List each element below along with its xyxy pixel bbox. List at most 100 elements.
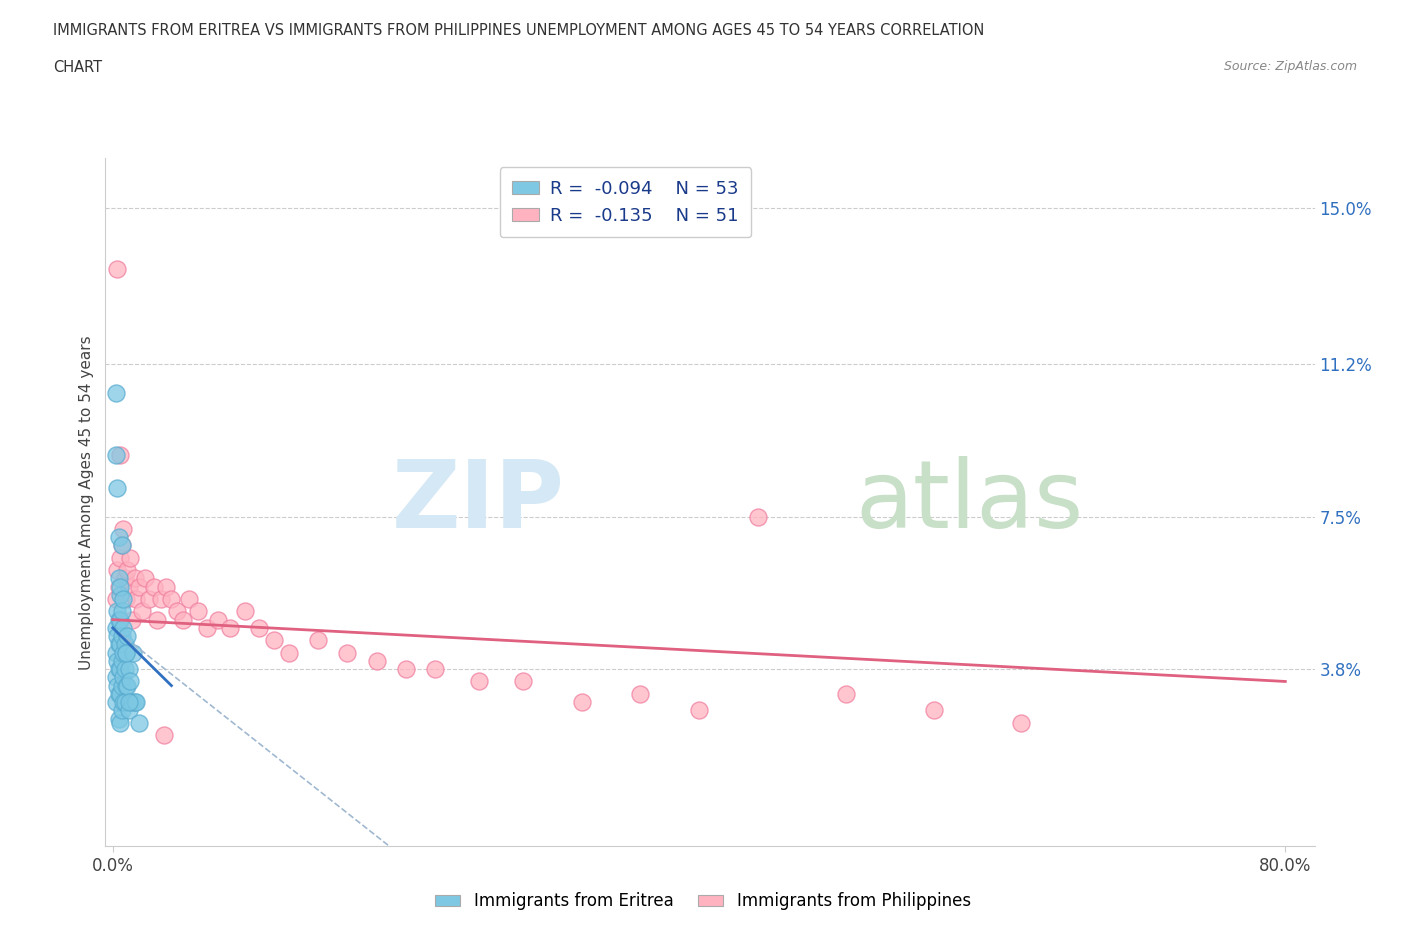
Point (124, 695, 146, 710)
Point (121, 612, 143, 627)
Point (628, 686, 651, 701)
Point (922, 703, 945, 718)
Point (107, 612, 129, 627)
Point (104, 591, 127, 606)
Text: CHART: CHART (53, 60, 103, 75)
Point (125, 591, 148, 606)
Point (104, 386, 127, 401)
Point (108, 612, 131, 627)
Legend: Immigrants from Eritrea, Immigrants from Philippines: Immigrants from Eritrea, Immigrants from… (429, 885, 977, 917)
Point (110, 678, 132, 693)
Point (118, 661, 141, 676)
Point (187, 604, 209, 618)
Point (145, 612, 167, 627)
Point (107, 530, 129, 545)
Point (107, 579, 129, 594)
Point (105, 629, 128, 644)
Text: ZIP: ZIP (392, 457, 565, 548)
Point (107, 571, 129, 586)
Point (124, 571, 146, 586)
Point (128, 579, 150, 594)
Point (105, 480, 128, 495)
Point (114, 695, 136, 710)
Point (277, 645, 299, 660)
Point (468, 674, 491, 689)
Point (108, 588, 131, 603)
Point (112, 620, 135, 635)
Point (172, 612, 194, 627)
Point (247, 620, 270, 635)
Point (108, 447, 131, 462)
Point (117, 629, 139, 644)
Point (105, 563, 128, 578)
Point (110, 629, 132, 644)
Point (122, 645, 145, 660)
Y-axis label: Unemployment Among Ages 45 to 54 years: Unemployment Among Ages 45 to 54 years (79, 335, 94, 670)
Point (160, 591, 183, 606)
Point (104, 447, 127, 462)
Point (108, 579, 131, 594)
Point (107, 711, 129, 726)
Point (104, 645, 127, 660)
Point (114, 637, 136, 652)
Point (115, 645, 138, 660)
Point (688, 703, 710, 718)
Point (395, 661, 418, 676)
Point (110, 703, 132, 718)
Point (108, 715, 131, 730)
Point (115, 678, 138, 693)
Point (104, 670, 127, 684)
Point (131, 604, 153, 618)
Point (108, 686, 131, 701)
Legend: R =  -0.094    N = 53, R =  -0.135    N = 51: R = -0.094 N = 53, R = -0.135 N = 51 (499, 167, 751, 237)
Point (336, 645, 359, 660)
Point (155, 579, 177, 594)
Point (112, 522, 135, 537)
Point (118, 579, 141, 594)
Point (121, 695, 143, 710)
Point (125, 695, 148, 710)
Point (195, 620, 218, 635)
Point (150, 591, 173, 606)
Point (105, 604, 128, 618)
Point (366, 654, 388, 669)
Point (747, 510, 769, 525)
Point (177, 591, 200, 606)
Point (571, 695, 593, 710)
Point (107, 686, 129, 701)
Point (166, 604, 188, 618)
Point (512, 674, 534, 689)
Point (112, 591, 135, 606)
Point (207, 612, 229, 627)
Point (115, 591, 138, 606)
Point (108, 661, 131, 676)
Point (834, 686, 856, 701)
Point (107, 637, 129, 652)
Point (117, 563, 139, 578)
Point (117, 678, 139, 693)
Point (110, 538, 132, 553)
Point (263, 632, 285, 647)
Point (112, 695, 135, 710)
Point (115, 645, 138, 660)
Point (118, 695, 141, 710)
Point (120, 551, 142, 565)
Point (105, 678, 128, 693)
Point (104, 620, 127, 635)
Point (108, 637, 131, 652)
Point (134, 571, 156, 586)
Point (219, 620, 242, 635)
Point (120, 674, 142, 689)
Point (112, 670, 135, 684)
Point (142, 579, 165, 594)
Point (153, 727, 176, 742)
Point (118, 703, 141, 718)
Point (105, 262, 128, 277)
Text: Source: ZipAtlas.com: Source: ZipAtlas.com (1223, 60, 1357, 73)
Text: IMMIGRANTS FROM ERITREA VS IMMIGRANTS FROM PHILIPPINES UNEMPLOYMENT AMONG AGES 4: IMMIGRANTS FROM ERITREA VS IMMIGRANTS FR… (53, 23, 984, 38)
Point (128, 715, 150, 730)
Point (107, 661, 129, 676)
Text: atlas: atlas (855, 457, 1084, 548)
Point (104, 695, 127, 710)
Point (138, 591, 160, 606)
